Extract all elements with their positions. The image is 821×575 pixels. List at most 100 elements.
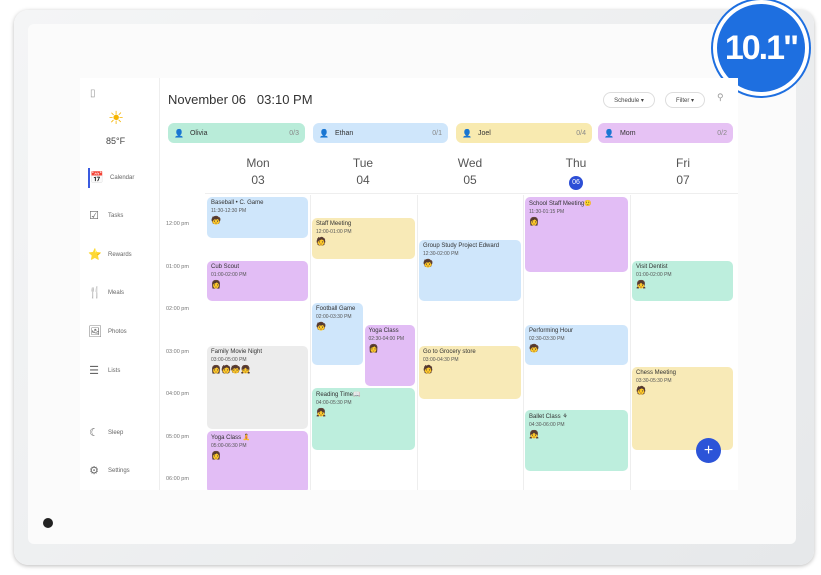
event-card[interactable]: Yoga Class 02:30-04:00 PM 👩 bbox=[364, 324, 415, 387]
event-title: Football Game bbox=[316, 306, 356, 313]
event-avatar: 🧒 bbox=[316, 322, 326, 332]
event-card[interactable]: Cub Scout 01:00-02:00 PM 👩 bbox=[207, 260, 308, 302]
time-label: 03:00 pm bbox=[166, 348, 189, 355]
event-card[interactable]: Reading Time📖 04:00-05:30 PM 👧 bbox=[312, 388, 415, 450]
event-card[interactable]: Ballet Class ⚘ 04:30-06:00 PM 👧 bbox=[525, 409, 628, 472]
day-header-mon[interactable]: Mon 03 bbox=[205, 156, 311, 187]
event-avatar: 👧 bbox=[636, 279, 646, 289]
event-avatar: 👧 bbox=[316, 408, 326, 418]
sidebar-item-settings[interactable]: ⚙ Settings bbox=[88, 461, 158, 481]
sidebar: ▯ ☀ 85°F 📅 Calendar ☑ Tasks ⭐ Rewards 🍴 Meals 🖼 P… bbox=[80, 78, 160, 490]
event-time: 11:30-01:15 PM bbox=[529, 209, 565, 215]
profile-olivia[interactable]: 👤 Olivia 0/3 bbox=[168, 123, 305, 143]
event-time: 02:30-04:00 PM bbox=[368, 335, 405, 342]
event-card[interactable]: Chess Meeting 03:30-05:30 PM 🧑 bbox=[632, 367, 733, 450]
profile-task-count: 0/2 bbox=[717, 129, 727, 137]
event-time: 04:00-05:30 PM bbox=[316, 400, 352, 407]
profile-task-count: 0/4 bbox=[576, 129, 586, 137]
event-card[interactable]: Go to Grocery store 03:00-04:30 PM 🧑 bbox=[419, 345, 521, 399]
event-time: 03:00-05:00 PM bbox=[211, 356, 247, 363]
event-avatar: 🧒 bbox=[529, 343, 539, 353]
time-label: 01:00 pm bbox=[166, 263, 189, 270]
time-label: 12:00 pm bbox=[166, 221, 189, 227]
sidebar-item-rewards[interactable]: ⭐ Rewards bbox=[88, 245, 158, 265]
filter-dropdown[interactable]: Filter ▾ bbox=[665, 92, 705, 108]
event-card[interactable]: Group Study Project Edward 12:30-02:00 PM… bbox=[419, 239, 521, 302]
event-card[interactable]: School Staff Meeting🙂 11:30-01:15 PM 👩 bbox=[525, 197, 628, 272]
sidebar-item-photos[interactable]: 🖼 Photos bbox=[88, 322, 158, 342]
event-time: 01:00-02:00 PM bbox=[211, 271, 247, 278]
time-label: 02:00 pm bbox=[166, 306, 189, 312]
event-card[interactable]: Performing Hour 02:30-03:30 PM 🧒 bbox=[525, 324, 628, 365]
sidebar-item-lists[interactable]: ☰ Lists bbox=[88, 361, 158, 381]
day-number: 05 bbox=[463, 173, 477, 187]
avatar: 👤 bbox=[462, 128, 472, 138]
time-label: 05:00 pm bbox=[166, 433, 189, 440]
current-date: November 06 bbox=[168, 92, 247, 107]
sidebar-item-label: Calendar bbox=[110, 175, 135, 181]
event-card[interactable]: Visit Dentist 01:00-02:00 PM 👧 bbox=[632, 260, 733, 302]
sidebar-item-sleep[interactable]: ☾ Sleep bbox=[88, 423, 158, 443]
profile-name: Joel bbox=[477, 129, 491, 137]
add-event-button[interactable]: + bbox=[696, 438, 721, 463]
event-title: Visit Dentist bbox=[636, 263, 668, 270]
sidebar-item-label: Photos bbox=[108, 329, 127, 335]
divider bbox=[205, 193, 738, 194]
camera-dot bbox=[43, 518, 53, 528]
device-icon[interactable]: ▯ bbox=[90, 88, 96, 99]
calendar-screen: ▯ ☀ 85°F 📅 Calendar ☑ Tasks ⭐ Rewards 🍴 Meals 🖼 P… bbox=[80, 78, 738, 490]
event-avatar: 🧑 bbox=[316, 237, 326, 247]
day-name: Mon bbox=[246, 156, 270, 170]
event-time: 01:00-02:00 PM bbox=[636, 271, 672, 278]
sidebar-item-label: Rewards bbox=[108, 252, 132, 258]
profile-ethan[interactable]: 👤 Ethan 0/1 bbox=[313, 123, 448, 143]
sidebar-item-calendar[interactable]: 📅 Calendar bbox=[88, 168, 158, 188]
sidebar-item-label: Lists bbox=[108, 368, 121, 374]
event-title: Yoga Class 🧘 bbox=[211, 434, 251, 441]
sidebar-item-tasks[interactable]: ☑ Tasks bbox=[88, 206, 158, 226]
page-title: November 06 03:10 PM bbox=[168, 92, 313, 107]
day-header-tue[interactable]: Tue 04 bbox=[310, 156, 416, 187]
event-title: Cub Scout bbox=[211, 263, 240, 270]
day-header-fri[interactable]: Fri 07 bbox=[630, 156, 736, 187]
event-card[interactable]: Baseball • C. Game 11:30-12:30 PM 🧒 bbox=[207, 197, 308, 238]
event-title: Ballet Class ⚘ bbox=[529, 413, 568, 420]
profile-name: Mom bbox=[619, 129, 636, 137]
gear-icon: ⚙ bbox=[89, 465, 99, 477]
event-avatar: 🧒 bbox=[423, 258, 433, 268]
event-time: 04:30-06:00 PM bbox=[529, 421, 565, 428]
event-card[interactable]: Staff Meeting 12:00-01:00 PM 🧑 bbox=[312, 218, 415, 259]
event-title: Go to Grocery store bbox=[423, 348, 476, 355]
column-divider bbox=[310, 195, 311, 490]
day-number-wrap: 07 bbox=[630, 173, 736, 187]
event-title: Reading Time📖 bbox=[316, 392, 361, 399]
event-title: Performing Hour bbox=[529, 327, 574, 334]
day-number-wrap: 06 bbox=[523, 173, 629, 190]
profile-mom[interactable]: 👤 Mom 0/2 bbox=[598, 123, 733, 143]
day-number-wrap: 04 bbox=[310, 173, 416, 187]
day-number-wrap: 03 bbox=[205, 173, 311, 187]
event-card[interactable]: Family Movie Night 03:00-05:00 PM 👩🧑🧒👧 bbox=[207, 345, 308, 429]
weather-temp: 85°F bbox=[106, 136, 126, 146]
event-title: Chess Meeting bbox=[636, 370, 677, 376]
event-avatar: 🧑 bbox=[636, 386, 646, 395]
event-title: Yoga Class bbox=[368, 327, 399, 334]
day-number-wrap: 05 bbox=[417, 173, 523, 187]
schedule-dropdown[interactable]: Schedule ▾ bbox=[603, 92, 655, 108]
event-time: 11:30-12:30 PM bbox=[211, 208, 247, 214]
event-card[interactable]: Football Game 02:00-03:30 PM 🧒 bbox=[312, 303, 363, 365]
pin-icon[interactable]: ⚲ bbox=[717, 92, 724, 102]
calendar-icon: 📅 bbox=[90, 172, 104, 184]
sun-icon: ☀ bbox=[108, 108, 125, 128]
event-card[interactable]: Yoga Class 🧘 05:00-06:30 PM 👩 bbox=[207, 430, 308, 490]
sidebar-item-meals[interactable]: 🍴 Meals bbox=[88, 283, 158, 303]
meals-icon: 🍴 bbox=[88, 287, 102, 299]
day-header-wed[interactable]: Wed 05 bbox=[417, 156, 523, 187]
event-title: Family Movie Night bbox=[211, 348, 263, 355]
day-header-thu[interactable]: Thu 06 bbox=[523, 156, 629, 190]
avatar: 👤 bbox=[604, 128, 614, 138]
day-number: 06 bbox=[569, 176, 583, 190]
current-time: 03:10 PM bbox=[256, 92, 313, 107]
event-time: 12:30-02:00 PM bbox=[423, 250, 459, 257]
profile-joel[interactable]: 👤 Joel 0/4 bbox=[456, 123, 592, 143]
